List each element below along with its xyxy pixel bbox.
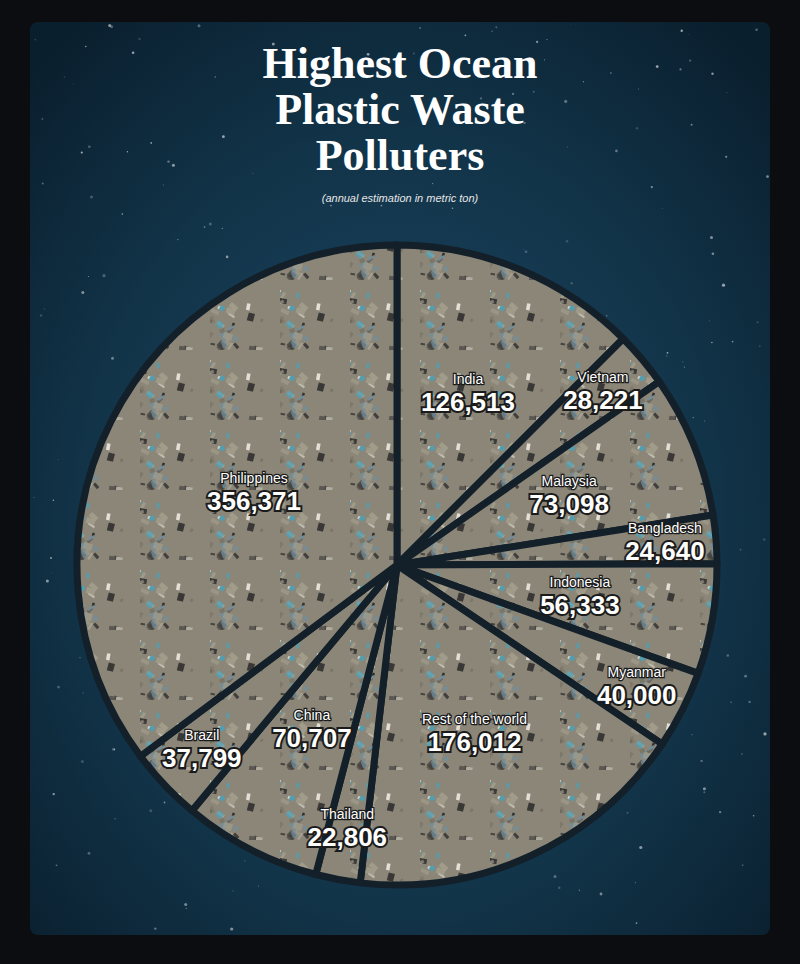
category-label: China <box>294 707 331 723</box>
background-panel <box>30 22 770 935</box>
slice <box>360 565 662 885</box>
category-label: Rest of the world <box>422 711 527 727</box>
category-label: Thailand <box>320 806 374 822</box>
data-label: 37,799 <box>162 743 242 773</box>
data-label: 56,333 <box>540 590 620 620</box>
category-label: Bangladesh <box>628 520 702 536</box>
data-label: 356,371 <box>207 486 301 516</box>
data-label: 22,806 <box>308 822 388 852</box>
category-label: Vietnam <box>577 369 628 385</box>
subtitle: (annual estimation in metric ton) <box>322 192 479 204</box>
chart-root: Highest OceanPlastic WastePolluters (annu… <box>0 0 800 964</box>
data-label: 176,012 <box>428 727 522 757</box>
category-label: India <box>453 371 484 387</box>
data-label: 73,098 <box>529 489 609 519</box>
data-label: 126,513 <box>421 387 515 417</box>
category-label: Malaysia <box>541 473 596 489</box>
category-label: Brazil <box>184 727 219 743</box>
title: Highest OceanPlastic WastePolluters <box>263 39 538 180</box>
labels: India126,513 Vietnam28,221 Malaysia73,098 B… <box>162 369 705 852</box>
category-label: Philippines <box>220 470 288 486</box>
data-label: 40,000 <box>597 680 677 710</box>
ocean-foam <box>34 24 769 931</box>
data-label: 24,640 <box>625 536 705 566</box>
slice <box>77 245 397 756</box>
data-label: 28,221 <box>563 385 643 415</box>
category-label: Indonesia <box>550 574 611 590</box>
category-label: Myanmar <box>608 664 667 680</box>
chart: Highest OceanPlastic WastePolluters (annu… <box>0 0 800 964</box>
data-label: 70,707 <box>272 723 352 753</box>
slices <box>77 245 717 885</box>
